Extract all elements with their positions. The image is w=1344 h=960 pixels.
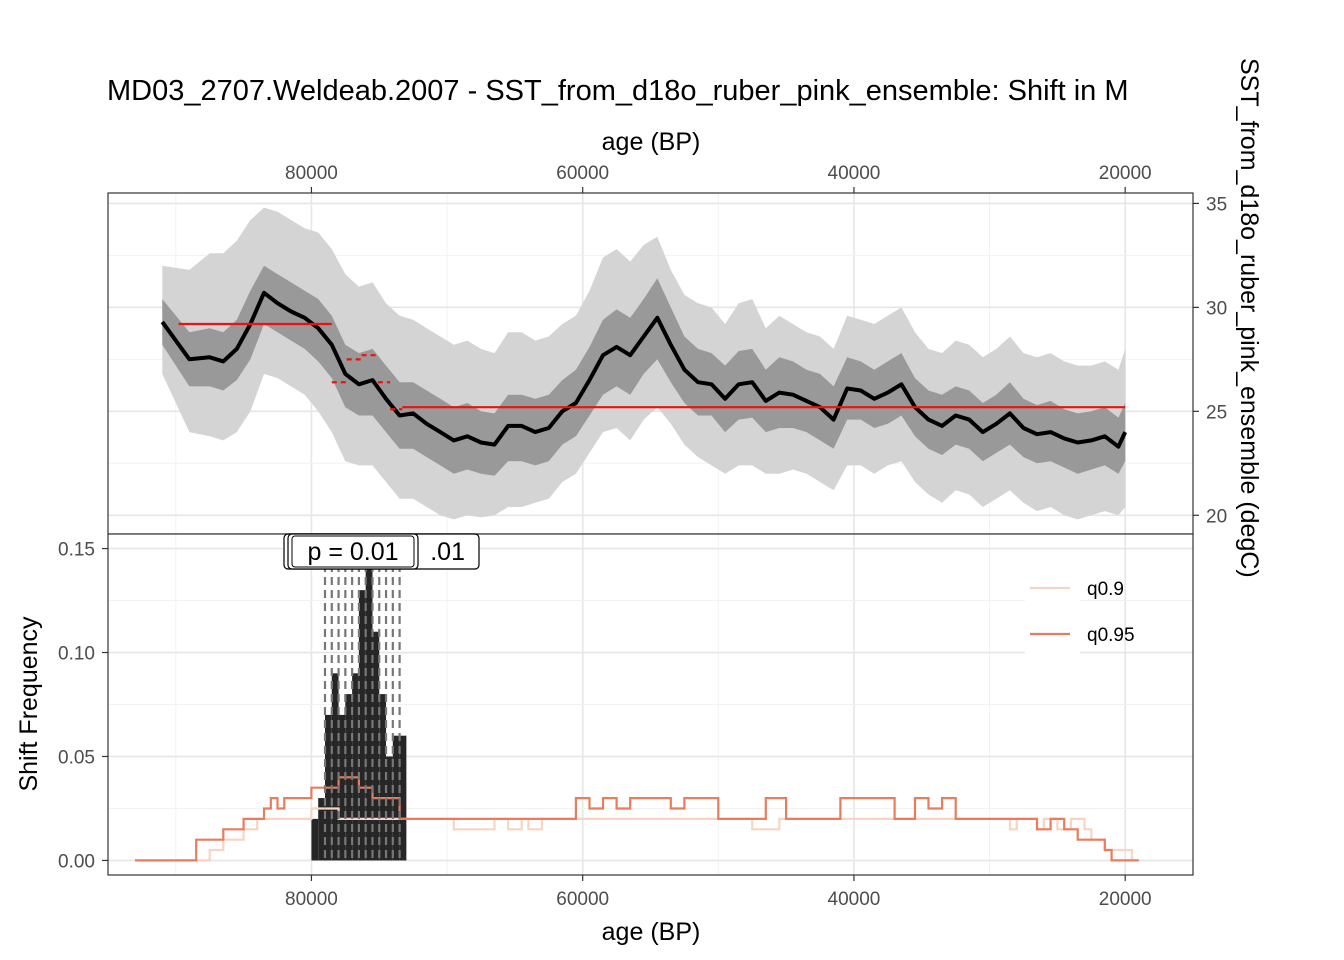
top-x-axis-label: age (BP) (602, 128, 701, 156)
top-y-tick-label: 35 (1206, 194, 1227, 215)
q0.95-step-line (135, 776, 1139, 862)
median-line (160, 290, 1128, 449)
bottom-x-tick-label: 40000 (828, 889, 881, 910)
shift-segments (178, 322, 1126, 411)
shift-frequency-bar (399, 735, 407, 861)
bottom-y-ticks: 0.00 0.05 0.10 0.15 (58, 540, 108, 872)
shift-frequency-bar (386, 756, 393, 861)
bottom-grid (108, 534, 1193, 875)
bottom-y-axis-label: Shift Frequency (15, 616, 43, 792)
shift-frequency-bar (352, 673, 359, 861)
top-x-tick-label: 80000 (285, 163, 338, 184)
bottom-y-tick-label: 0.00 (58, 851, 95, 872)
top-x-tick-label: 20000 (1099, 163, 1152, 184)
inner-uncertainty-band (162, 265, 1126, 476)
shift-frequency-bar (379, 694, 387, 861)
legend-q0.9-label: q0.9 (1087, 579, 1124, 600)
chart-title: MD03_2707.Weldeab.2007 - SST_from_d18o_r… (107, 75, 1129, 107)
shift-frequency-bar (365, 569, 373, 861)
p-value-label: p = 0.01 (287, 533, 419, 570)
bottom-x-tick-label: 80000 (285, 889, 338, 910)
bottom-panel (107, 533, 1194, 876)
bottom-x-ticks: 80000 60000 40000 20000 (285, 875, 1152, 910)
shift-frequency-bar (311, 818, 319, 861)
top-y-tick-label: 20 (1206, 506, 1227, 527)
bottom-x-tick-label: 20000 (1099, 889, 1152, 910)
top-y-ticks: 20 25 30 35 (1193, 194, 1227, 527)
bottom-x-axis-label: age (BP) (602, 918, 701, 946)
shift-frequency-bar (372, 631, 380, 861)
top-y-axis-label: SST_from_d18o_ruber_pink_ensemble (degC) (1235, 58, 1263, 578)
top-x-tick-label: 40000 (828, 163, 881, 184)
top-x-tick-label: 60000 (556, 163, 609, 184)
p-value-text-back: .01 (430, 538, 465, 566)
shift-frequency-bar (338, 714, 346, 861)
shift-dashed-lines (323, 564, 401, 861)
bottom-y-tick-label: 0.10 (58, 644, 95, 665)
top-x-ticks: 80000 60000 40000 20000 (285, 163, 1152, 193)
shift-frequency-bar (358, 590, 366, 861)
bottom-y-tick-label: 0.05 (58, 747, 95, 768)
bottom-x-tick-label: 60000 (556, 889, 609, 910)
bottom-y-tick-label: 0.15 (58, 540, 95, 561)
shift-frequency-bar (318, 798, 325, 861)
legend-q0.95-label: q0.95 (1087, 625, 1135, 646)
p-value-text: p = 0.01 (307, 538, 398, 566)
shift-frequency-bar (331, 673, 339, 861)
legend: q0.9 q0.95 (1025, 570, 1135, 658)
top-y-tick-label: 25 (1206, 402, 1227, 423)
top-panel (107, 192, 1194, 535)
top-y-tick-label: 30 (1206, 298, 1227, 319)
bottom-panel-border (107, 533, 1194, 876)
q0.9-step-line (175, 807, 1134, 862)
